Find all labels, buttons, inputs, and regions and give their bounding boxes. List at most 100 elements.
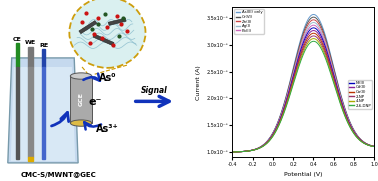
Bar (42, 67, 45, 159)
2-NP (255, 148, 260, 150)
Cd(II) (311, 30, 316, 32)
Bar (79, 21, 97, 34)
Text: e⁻: e⁻ (88, 97, 101, 107)
Y-axis label: Current (A): Current (A) (196, 65, 201, 100)
Ni(II) (325, 52, 330, 54)
Cr(VI) (325, 43, 330, 46)
Ag(I) (255, 148, 260, 150)
Bar (70, 76, 92, 123)
Text: As³⁺: As³⁺ (96, 123, 119, 134)
Bar (28, 47, 33, 67)
4-NP (311, 37, 316, 40)
Text: Signal: Signal (141, 86, 168, 95)
Zn(II) (230, 151, 235, 153)
Pb(II) (372, 145, 376, 148)
As(III) only (372, 145, 376, 147)
Cd(II) (266, 139, 271, 142)
2-NP (325, 58, 330, 60)
As(III) only (325, 41, 330, 43)
Cr(VI) (266, 138, 271, 140)
4-NP (294, 71, 299, 73)
2-NP (230, 151, 235, 153)
4-NP (230, 151, 235, 153)
Pb(II) (337, 93, 342, 95)
Co(II) (325, 56, 330, 58)
4-NP (266, 140, 271, 142)
As(III) only (337, 88, 342, 90)
2,6-DNP (230, 151, 235, 153)
Co(II) (294, 67, 299, 69)
2-NP (337, 98, 342, 100)
As(III) only (230, 151, 235, 153)
Zn(II) (325, 46, 330, 48)
Ellipse shape (70, 120, 92, 126)
Text: CE: CE (13, 37, 22, 42)
As(III) only (266, 138, 271, 140)
Line: 2-NP: 2-NP (232, 36, 374, 152)
Text: As⁰: As⁰ (99, 73, 116, 83)
As(III) only (314, 14, 319, 17)
Ni(II) (266, 139, 271, 141)
Bar (28, 67, 33, 157)
Cd(II) (325, 54, 330, 56)
Ni(II) (314, 28, 319, 30)
Co(II) (337, 97, 342, 99)
Line: Cr(VI): Cr(VI) (232, 17, 374, 152)
Text: GCE: GCE (79, 93, 84, 106)
Cr(VI) (314, 17, 319, 19)
Bar (42, 49, 45, 67)
4-NP (314, 38, 319, 41)
Zn(II) (337, 91, 342, 93)
2-NP (314, 36, 319, 38)
Cd(II) (255, 148, 260, 150)
Ag(I) (266, 139, 271, 141)
Ni(II) (294, 63, 299, 65)
Bar (15, 67, 19, 159)
Ni(II) (230, 151, 235, 153)
2-NP (294, 69, 299, 71)
2,6-DNP (337, 100, 342, 102)
Cr(VI) (230, 151, 235, 153)
Zn(II) (311, 19, 316, 21)
As(III) only (294, 54, 299, 56)
Cr(VI) (311, 16, 316, 18)
Pb(II) (325, 50, 330, 52)
2-NP (311, 35, 316, 37)
2,6-DNP (311, 40, 316, 42)
Co(II) (311, 32, 316, 34)
2-NP (266, 140, 271, 142)
Line: Cd(II): Cd(II) (232, 31, 374, 152)
X-axis label: Potential (V): Potential (V) (284, 172, 322, 177)
Co(II) (372, 145, 376, 148)
Cd(II) (294, 65, 299, 67)
2,6-DNP (314, 41, 319, 43)
Text: WE: WE (25, 40, 36, 45)
As(III) only (311, 13, 316, 16)
Cr(VI) (255, 147, 260, 150)
Text: RE: RE (39, 43, 48, 48)
Line: 4-NP: 4-NP (232, 39, 374, 152)
Line: Ag(I): Ag(I) (232, 22, 374, 152)
Line: Zn(II): Zn(II) (232, 20, 374, 152)
4-NP (255, 148, 260, 150)
4-NP (325, 60, 330, 63)
Ni(II) (311, 27, 316, 29)
Bar (93, 34, 114, 45)
Pb(II) (266, 139, 271, 141)
Pb(II) (311, 24, 316, 26)
Cd(II) (337, 95, 342, 98)
Bar (15, 43, 19, 67)
Line: Pb(II): Pb(II) (232, 25, 374, 152)
2-NP (372, 146, 376, 148)
Pb(II) (230, 151, 235, 153)
Circle shape (69, 0, 146, 68)
Line: Co(II): Co(II) (232, 33, 374, 152)
Co(II) (255, 148, 260, 150)
Cr(VI) (337, 90, 342, 92)
Ag(I) (311, 21, 316, 24)
Zn(II) (294, 57, 299, 60)
Cr(VI) (294, 55, 299, 58)
Co(II) (314, 33, 319, 35)
Co(II) (230, 151, 235, 153)
2,6-DNP (294, 72, 299, 75)
